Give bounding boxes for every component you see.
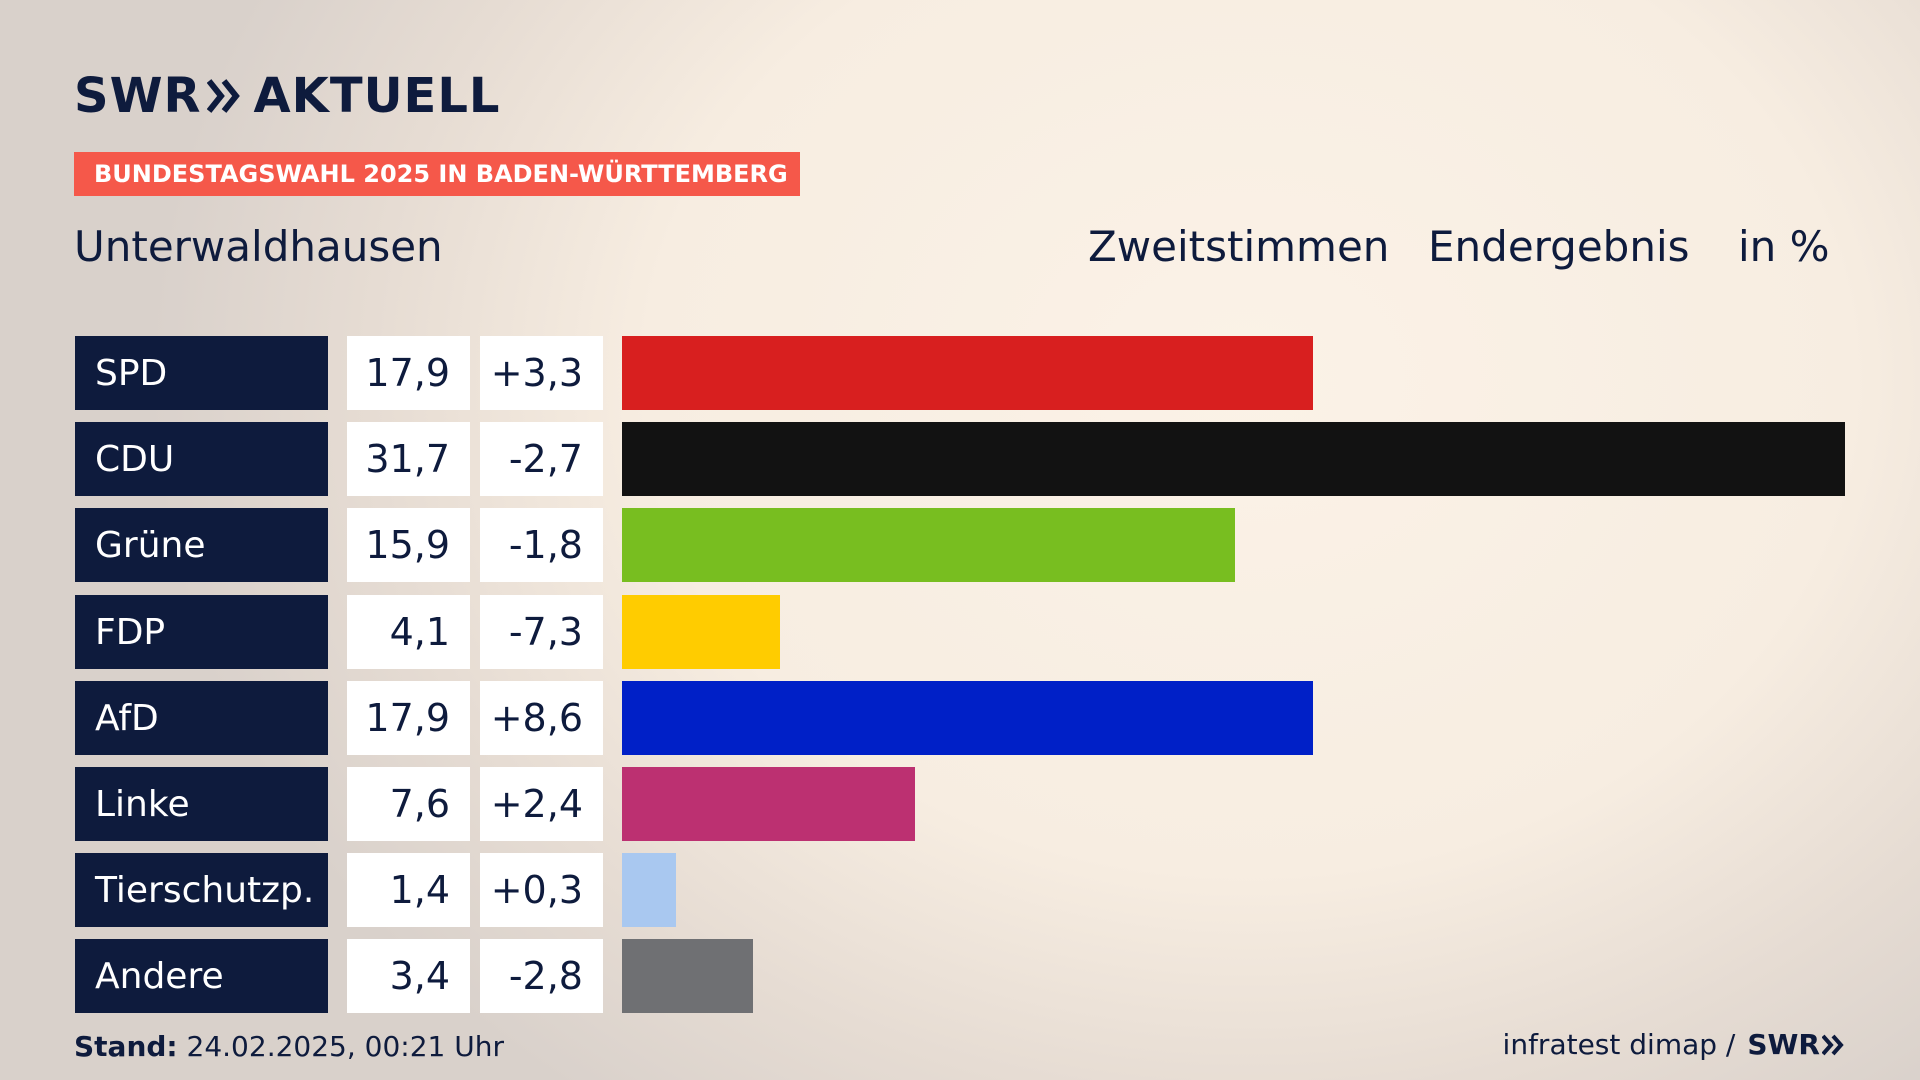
change-label: -2,7 [480, 422, 603, 496]
change-label: -1,8 [480, 508, 603, 582]
result-row: SPD 17,9 +3,3 [0, 336, 1920, 410]
change-label: +3,3 [480, 336, 603, 410]
party-label: SPD [75, 336, 328, 410]
change-label: -7,3 [480, 595, 603, 669]
double-chevron-icon [207, 78, 241, 114]
bar-spd [622, 336, 1313, 410]
party-label: Grüne [75, 508, 328, 582]
stand-label: Stand: [74, 1030, 178, 1063]
value-label: 4,1 [347, 595, 470, 669]
swr-aktuell-logo: SWR AKTUELL [74, 68, 501, 124]
bar-afd [622, 681, 1313, 755]
value-label: 1,4 [347, 853, 470, 927]
change-label: +8,6 [480, 681, 603, 755]
value-label: 31,7 [347, 422, 470, 496]
bar-grüne [622, 508, 1235, 582]
change-label: -2,8 [480, 939, 603, 1013]
value-label: 7,6 [347, 767, 470, 841]
source-text: infratest dimap / [1502, 1028, 1736, 1061]
source-swr-logo: SWR [1747, 1028, 1844, 1061]
party-label: Tierschutzp. [75, 853, 328, 927]
result-row: Grüne 15,9 -1,8 [0, 508, 1920, 582]
value-label: 15,9 [347, 508, 470, 582]
change-label: +2,4 [480, 767, 603, 841]
timestamp: Stand: 24.02.2025, 00:21 Uhr [74, 1030, 504, 1063]
result-row: FDP 4,1 -7,3 [0, 595, 1920, 669]
unit-header: in % [1738, 222, 1830, 271]
small-double-chevron-icon [1822, 1034, 1844, 1055]
party-label: FDP [75, 595, 328, 669]
result-row: Linke 7,6 +2,4 [0, 767, 1920, 841]
party-label: Linke [75, 767, 328, 841]
value-label: 3,4 [347, 939, 470, 1013]
result-row: Tierschutzp. 1,4 +0,3 [0, 853, 1920, 927]
bar-fdp [622, 595, 780, 669]
vote-type-header: Zweitstimmen [1088, 222, 1390, 271]
logo-swr: SWR [74, 68, 202, 124]
source-brand: SWR [1747, 1028, 1820, 1061]
party-label: Andere [75, 939, 328, 1013]
bar-cdu [622, 422, 1845, 496]
bar-andere [622, 939, 753, 1013]
result-row: CDU 31,7 -2,7 [0, 422, 1920, 496]
status-header: Endergebnis [1428, 222, 1690, 271]
result-row: Andere 3,4 -2,8 [0, 939, 1920, 1013]
value-label: 17,9 [347, 681, 470, 755]
bar-linke [622, 767, 915, 841]
place-title: Unterwaldhausen [74, 222, 443, 271]
stand-value: 24.02.2025, 00:21 Uhr [186, 1030, 504, 1063]
party-label: AfD [75, 681, 328, 755]
bar-tierschutzp [622, 853, 676, 927]
party-label: CDU [75, 422, 328, 496]
logo-aktuell: AKTUELL [253, 68, 501, 124]
value-label: 17,9 [347, 336, 470, 410]
result-row: AfD 17,9 +8,6 [0, 681, 1920, 755]
election-tag: BUNDESTAGSWAHL 2025 IN BADEN-WÜRTTEMBERG [74, 152, 800, 196]
source-credit: infratest dimap / SWR [1503, 1028, 1844, 1061]
change-label: +0,3 [480, 853, 603, 927]
